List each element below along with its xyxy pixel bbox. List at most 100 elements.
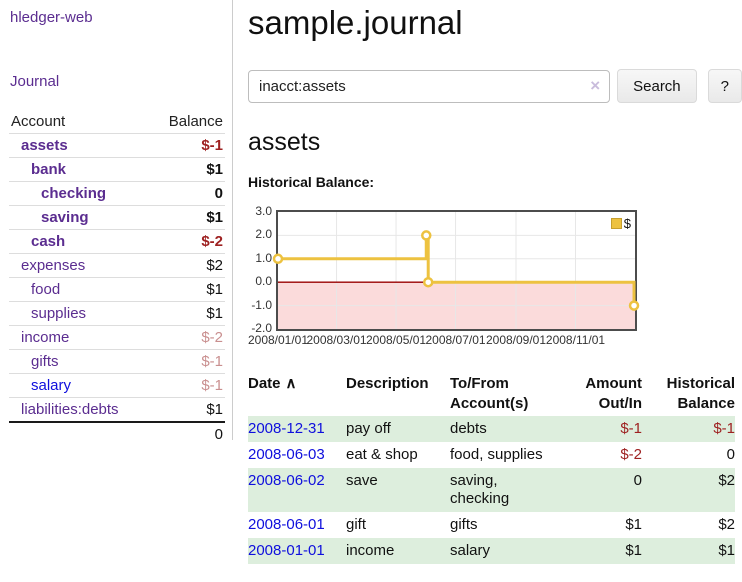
chart-legend: $ — [610, 216, 631, 231]
x-axis-tick-label: 2008/03/01 — [306, 333, 367, 347]
account-row: supplies $1 — [9, 301, 225, 325]
legend-label: $ — [623, 216, 631, 231]
account-balance: $1 — [206, 305, 223, 322]
account-row: salary $-1 — [9, 373, 225, 397]
clear-search-icon[interactable]: × — [590, 75, 601, 95]
transaction-row: 2008-06-01 gift gifts $1 $2 — [248, 512, 735, 538]
x-axis-tick-label: 2008/11/01 — [545, 333, 606, 347]
column-header: Historical Balance — [666, 375, 735, 412]
y-axis-tick-label: 2.0 — [255, 227, 272, 242]
transaction-description: save — [346, 472, 378, 489]
accounts-total-row: 0 — [9, 421, 225, 446]
account-row: expenses $2 — [9, 253, 225, 277]
accounts-header-balance: Balance — [168, 113, 223, 130]
transaction-description: eat & shop — [346, 446, 418, 463]
sidebar: hledger-web Journal Account Balance asse… — [0, 0, 233, 443]
search-input[interactable] — [248, 69, 611, 103]
account-row: gifts $-1 — [9, 349, 225, 373]
account-row: saving $1 — [9, 205, 225, 229]
x-axis-tick-label: 2008/05/01 — [365, 333, 427, 347]
transactions-header-row: Date ∧ Description To/From Account(s) Amount O… — [248, 372, 735, 416]
transaction-date-link[interactable]: 2008-06-03 — [248, 446, 325, 463]
account-link[interactable]: food — [31, 281, 61, 298]
y-axis-tick-label: 0.0 — [255, 274, 272, 289]
transaction-amount: $-1 — [620, 420, 642, 437]
sort-ascending-icon[interactable]: ∧ — [285, 375, 297, 392]
app-brand-link[interactable]: hledger-web — [10, 9, 93, 26]
account-link[interactable]: checking — [41, 185, 107, 202]
account-link[interactable]: cash — [31, 233, 66, 250]
accounts-table-header: Account Balance — [9, 110, 225, 133]
transaction-balance: $-1 — [713, 420, 735, 437]
transaction-accounts: food, supplies — [450, 446, 543, 463]
account-balance: $-1 — [201, 353, 223, 370]
account-balance: $-1 — [201, 137, 223, 154]
transaction-accounts: salary — [450, 542, 491, 559]
account-row: assets $-1 — [9, 133, 225, 157]
account-row: cash $-2 — [9, 229, 225, 253]
transaction-date-link[interactable]: 2008-06-02 — [248, 472, 325, 489]
transaction-balance: 0 — [726, 446, 735, 463]
transaction-description: income — [346, 542, 395, 559]
chart-title: Historical Balance: — [248, 174, 375, 190]
transaction-accounts: saving, checking — [450, 472, 510, 507]
transaction-balance: $2 — [718, 472, 735, 489]
transaction-amount: 0 — [633, 472, 642, 489]
account-row: bank $1 — [9, 157, 225, 181]
transaction-row: 2008-01-01 income salary $1 $1 — [248, 538, 735, 564]
column-header: Description — [346, 375, 429, 392]
search-input-wrap: × — [248, 69, 611, 103]
account-balance: $2 — [206, 257, 223, 274]
account-link[interactable]: gifts — [31, 353, 59, 370]
transaction-accounts: gifts — [450, 516, 478, 533]
x-axis-tick-label: 2008/07/01 — [425, 333, 486, 347]
transaction-amount: $1 — [625, 516, 642, 533]
account-link[interactable]: expenses — [21, 257, 86, 274]
y-axis-tick-label: -2.0 — [251, 321, 272, 335]
account-balance: $-2 — [201, 329, 223, 346]
account-link[interactable]: liabilities:debts — [21, 401, 119, 418]
account-link[interactable]: saving — [41, 209, 89, 226]
accounts-table: Account Balance assets $-1 bank $1 checking 0… — [9, 110, 225, 446]
transaction-date-link[interactable]: 2008-06-01 — [248, 516, 325, 533]
chart-series-svg — [272, 212, 640, 329]
search-form: × Search ? — [248, 69, 742, 103]
transaction-amount: $1 — [625, 542, 642, 559]
account-link[interactable]: supplies — [31, 305, 87, 322]
transaction-accounts: debts — [450, 420, 487, 437]
y-axis-tick-label: -1.0 — [251, 297, 272, 312]
account-link[interactable]: bank — [31, 161, 67, 178]
sidebar-item-journal[interactable]: Journal — [10, 73, 60, 90]
transaction-row: 2008-06-02 save saving, checking 0 $2 — [248, 468, 735, 512]
transaction-date-link[interactable]: 2008-01-01 — [248, 542, 325, 559]
transaction-description: pay off — [346, 420, 391, 437]
account-link[interactable]: salary — [31, 377, 72, 394]
transaction-date-link[interactable]: 2008-12-31 — [248, 420, 325, 437]
account-link[interactable]: assets — [21, 137, 68, 154]
y-axis-tick-label: 1.0 — [255, 250, 272, 265]
accounts-total-balance: 0 — [214, 426, 223, 443]
account-balance: $1 — [206, 401, 223, 418]
historical-balance-chart: $ 3.0 2.0 1.0 0.0 -1.0 -2.0 2008/01/01 2008/03/… — [247, 204, 742, 352]
x-axis-tick-label: 2008/09/01 — [485, 333, 547, 347]
transaction-balance: $2 — [718, 516, 735, 533]
transaction-amount: $-2 — [620, 446, 642, 463]
x-axis-tick-label: 2008/01/01 — [247, 333, 309, 347]
account-balance: $-2 — [201, 233, 223, 250]
account-balance: $1 — [206, 281, 223, 298]
column-header: To/From Account(s) — [450, 375, 529, 412]
transactions-table: Date ∧ Description To/From Account(s) Amount O… — [248, 372, 735, 564]
search-button[interactable]: Search — [617, 69, 697, 103]
y-axis-tick-label: 3.0 — [255, 204, 272, 218]
column-header: Amount Out/In — [585, 375, 642, 412]
transaction-description: gift — [346, 516, 367, 533]
account-link[interactable]: income — [21, 329, 70, 346]
account-balance: $1 — [206, 161, 223, 178]
page-title: sample.journal — [248, 4, 463, 41]
column-header-date[interactable]: Date ∧ — [248, 375, 297, 392]
account-heading: assets — [248, 128, 321, 156]
account-row: liabilities:debts $1 — [9, 397, 225, 421]
chart-plot-area[interactable]: $ — [272, 210, 640, 331]
search-help-button[interactable]: ? — [707, 69, 742, 103]
